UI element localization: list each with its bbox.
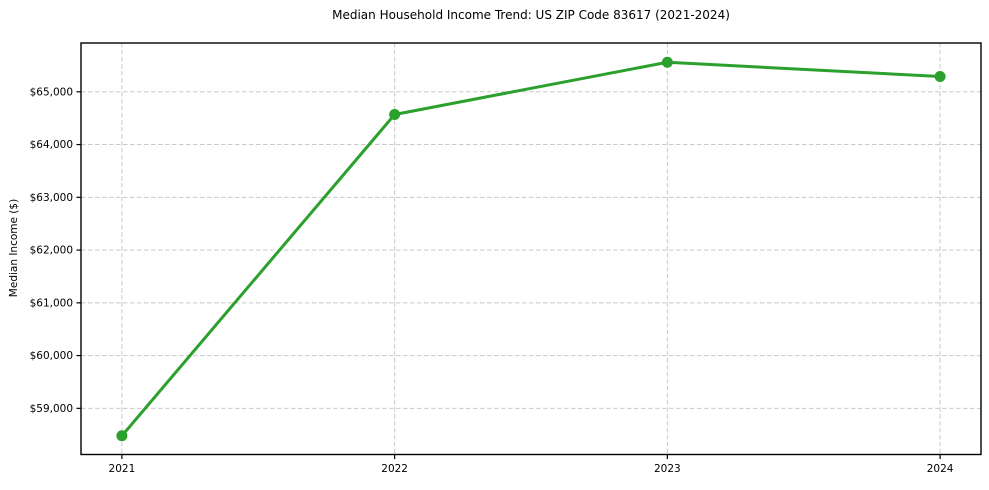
- data-point-marker: [934, 71, 946, 83]
- y-tick-label: $65,000: [30, 86, 73, 98]
- data-point-marker: [661, 56, 673, 68]
- y-tick-label: $61,000: [30, 297, 73, 309]
- y-tick-label: $59,000: [30, 403, 73, 415]
- chart-title: Median Household Income Trend: US ZIP Co…: [332, 8, 730, 22]
- data-point-marker: [116, 430, 128, 442]
- y-tick-label: $64,000: [30, 139, 73, 151]
- y-tick-label: $62,000: [30, 245, 73, 257]
- income-trend-line: [120, 60, 942, 438]
- axes-border: [80, 42, 982, 456]
- x-tick-label: 2024: [927, 463, 954, 475]
- data-point-marker: [389, 108, 401, 120]
- x-tick-label: 2023: [654, 463, 681, 475]
- y-tick-label: $60,000: [30, 350, 73, 362]
- y-tick-label: $63,000: [30, 192, 73, 204]
- x-tick-label: 2021: [109, 463, 136, 475]
- x-tick-label: 2022: [381, 463, 408, 475]
